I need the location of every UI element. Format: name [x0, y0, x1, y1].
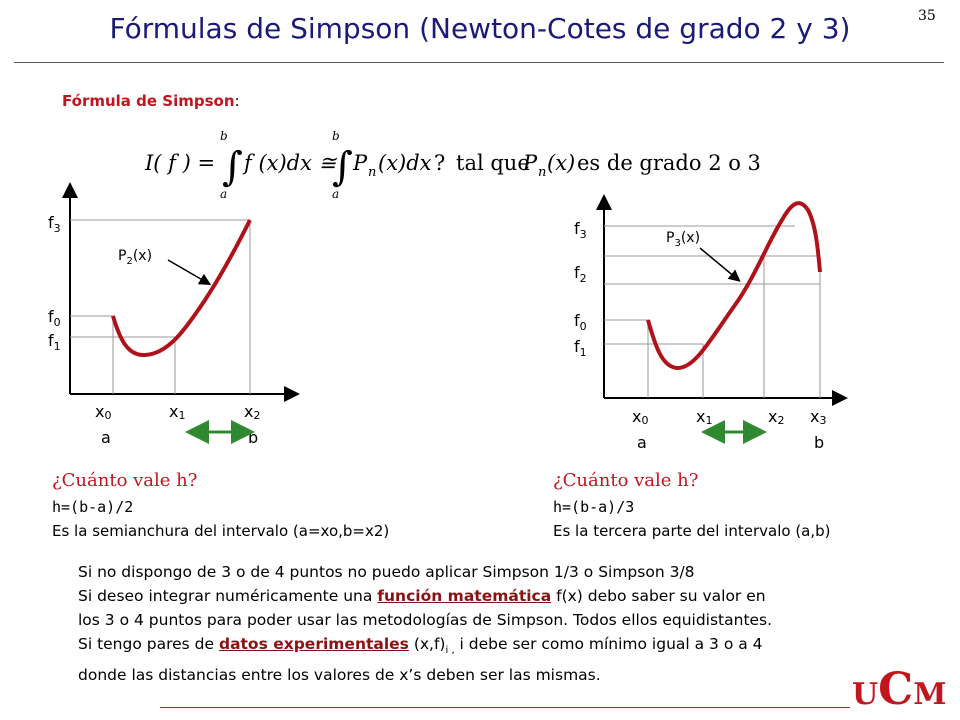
notes-line-2: Si deseo integrar numéricamente una func… — [78, 587, 766, 605]
right-simpson-graph: P3(x) f3 f2 f0 f1 x0 a x1 x2 x3 b — [574, 194, 848, 452]
right-question: ¿Cuánto vale h? — [553, 470, 699, 491]
lower-limit-2: a — [332, 187, 339, 200]
left-h-value: h=(b-a)/2 — [52, 498, 134, 516]
x-label-b: b — [814, 433, 824, 452]
x-label-x2: x2 — [768, 407, 784, 427]
guide-lines — [604, 225, 821, 398]
formula-p-sub: n — [368, 165, 376, 180]
right-h-description: Es la tercera parte del intervalo (a,b) — [553, 522, 831, 540]
notes-line-5: donde las distancias entre los valores d… — [78, 666, 601, 685]
right-h-value: h=(b-a)/3 — [553, 498, 635, 516]
formula-condition: tal que — [456, 151, 530, 175]
y-label-f3: f3 — [574, 219, 587, 241]
integral-sign-2: ∫ — [332, 144, 353, 190]
x-label-x1: x1 — [696, 407, 712, 427]
highlight-datos: datos experimentales — [218, 635, 409, 653]
formula-integrand-2: (x)dx — [378, 151, 432, 175]
curve-p3 — [646, 201, 822, 371]
guide-lines — [70, 219, 251, 394]
ucm-logo: UCM — [852, 664, 947, 715]
formula-p: P — [352, 151, 368, 175]
section-subtitle: Fórmula de Simpson: — [62, 92, 240, 110]
formula-cond-x: (x) — [547, 151, 575, 175]
upper-limit-1: b — [220, 130, 228, 143]
page-number: 35 — [918, 8, 936, 24]
lower-limit-1: a — [220, 187, 227, 200]
x-label-x1: x1 — [169, 402, 185, 422]
y-label-f0: f0 — [574, 311, 587, 333]
curve-pointer-arrow — [699, 247, 741, 282]
x-label-a: a — [637, 433, 647, 452]
notes-line-4: Si tengo pares de datos experimentales (… — [78, 635, 763, 657]
curve-label: P3(x) — [666, 230, 700, 249]
curve-pointer-arrow — [167, 259, 212, 286]
subtitle-colon: : — [234, 92, 240, 110]
curve-label: P2(x) — [118, 248, 152, 267]
y-label-f2: f2 — [574, 263, 587, 285]
page-title: Fórmulas de Simpson (Newton-Cotes de gra… — [109, 12, 851, 45]
x-label-x2: x2 — [244, 402, 260, 422]
x-label-b: b — [248, 428, 258, 447]
formula-lhs: I( f ) = — [144, 151, 215, 175]
upper-limit-2: b — [332, 130, 340, 143]
y-label-f0: f0 — [48, 307, 61, 329]
y-label-f1: f1 — [48, 331, 61, 353]
formula-integrand-1: f (x)dx ≅ — [242, 151, 338, 175]
bottom-divider — [160, 707, 850, 708]
title-divider — [14, 62, 944, 63]
curve-p2 — [111, 219, 252, 357]
left-question: ¿Cuánto vale h? — [52, 470, 198, 491]
x-label-x0: x0 — [632, 407, 648, 427]
formula-cond-end: es de grado 2 o 3 — [577, 151, 761, 175]
y-label-f1: f1 — [574, 337, 587, 359]
notes-paragraph: Si no dispongo de 3 o de 4 puntos no pue… — [78, 560, 878, 687]
formula-cond-p-sub: n — [538, 165, 546, 180]
x-label-x0: x0 — [95, 402, 111, 422]
subtitle-text: Fórmula de Simpson — [62, 92, 235, 110]
integral-sign-1: ∫ — [222, 144, 243, 190]
left-simpson-graph: P2(x) f3 f0 f1 x0 a x1 x2 b — [48, 182, 300, 447]
left-h-description: Es la semianchura del intervalo (a=xo,b=… — [52, 522, 390, 540]
y-label-f3: f3 — [48, 213, 61, 235]
formula-question: ? — [434, 151, 445, 175]
x-label-a: a — [101, 428, 111, 447]
x-label-x3: x3 — [810, 407, 826, 427]
notes-line-3: los 3 o 4 puntos para poder usar las met… — [78, 611, 773, 629]
simpson-formula: I( f ) = ∫ b a f (x)dx ≅ ∫ b a P n (x)dx… — [144, 130, 761, 200]
highlight-funcion: función matemática — [377, 587, 552, 605]
notes-line-1: Si no dispongo de 3 o de 4 puntos no pue… — [78, 563, 695, 581]
formula-cond-p: P — [522, 151, 538, 175]
